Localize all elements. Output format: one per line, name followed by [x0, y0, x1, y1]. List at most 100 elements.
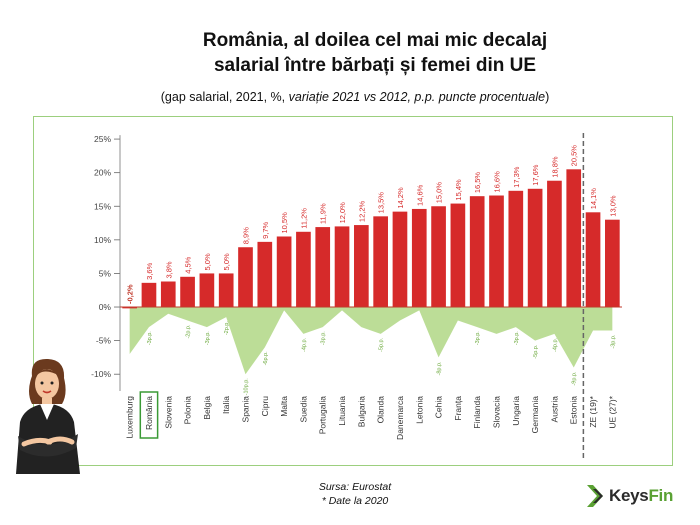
bar-Slovenia: [160, 281, 176, 308]
logo-text-main: Keys: [609, 486, 649, 505]
category-label: Malta: [279, 396, 289, 417]
value-label: 12,0%: [338, 202, 347, 224]
y-tick-label: 15%: [94, 201, 111, 211]
bar-Luxemburg: [122, 307, 137, 309]
title-line-1: România, al doilea cel mai mic decalaj: [202, 30, 548, 51]
bar-Germania: [527, 188, 543, 308]
y-tick-label: -10%: [91, 369, 111, 379]
bar-Ungaria: [508, 190, 524, 308]
value-label: 8,9%: [242, 227, 251, 244]
value-label: 15,4%: [454, 179, 463, 201]
value-label: 13,0%: [608, 195, 617, 217]
logo-text-accent: Fin: [648, 486, 674, 505]
category-label: Lituania: [337, 396, 347, 426]
chart-frame: [33, 116, 673, 466]
bar-Belgia: [199, 273, 215, 308]
value-label: -0,2%: [126, 284, 135, 304]
change-label: -2p.p.: [186, 324, 192, 339]
change-label: -10p.p.: [244, 378, 250, 396]
subtitle-plain: (gap salarial, 2021, %,: [160, 90, 289, 104]
bar-Olanda: [373, 216, 388, 308]
y-tick-label: 10%: [94, 235, 111, 245]
data-footnote: * Date la 2020: [321, 495, 389, 507]
category-label: Olanda: [376, 396, 386, 424]
value-label: 16,5%: [473, 172, 482, 194]
value-label: 12,2%: [357, 200, 366, 222]
chart-subtitle: (gap salarial, 2021, %, variație 2021 vs…: [60, 90, 650, 104]
change-label: -5p.p.: [379, 337, 385, 352]
value-label: 14,1%: [589, 188, 598, 210]
value-label: 16,6%: [493, 171, 502, 193]
businesswoman-illustration: [16, 358, 80, 474]
change-label: -4p.p.: [552, 337, 558, 352]
y-tick-label: 20%: [94, 168, 111, 178]
value-label: 5,0%: [203, 253, 212, 270]
value-label: 14,2%: [396, 187, 405, 209]
y-tick-label: 25%: [94, 134, 111, 144]
value-label: 3,6%: [145, 262, 154, 279]
value-label: 18,8%: [550, 156, 559, 178]
romania-highlight-box: [139, 391, 159, 439]
bar-Lituania: [334, 226, 350, 308]
category-label: Germania: [530, 396, 540, 434]
category-label: Portugalia: [318, 396, 328, 435]
value-label: 13,5%: [377, 192, 386, 214]
value-label: 20,5%: [570, 145, 579, 167]
y-tick-label: 0%: [99, 302, 112, 312]
category-label: Danemarca: [395, 396, 405, 440]
bar-UE (27)*: [605, 219, 620, 308]
change-label: -3p.p.: [514, 331, 520, 346]
keysfin-chevron-icon: [587, 485, 603, 507]
source-note: Sursa: Eurostat * Date la 2020: [290, 480, 420, 508]
y-tick-label: -5%: [96, 336, 112, 346]
change-label: -6p.p.: [263, 351, 269, 366]
source-text: Sursa: Eurostat: [318, 481, 392, 493]
category-label: Franța: [453, 396, 463, 421]
subtitle-italic: variație 2021 vs 2012, p.p. puncte proce…: [288, 90, 546, 104]
bar-Estonia: [566, 169, 582, 308]
category-label: Belgia: [202, 396, 212, 420]
bar-Bulgaria: [354, 225, 369, 308]
value-label: 9,7%: [261, 221, 270, 238]
change-label: -4p.p.: [301, 337, 307, 352]
category-label: UE (27)*: [607, 395, 617, 428]
change-label: -2p.p.: [224, 321, 230, 336]
change-label: -3p.p.: [205, 331, 211, 346]
change-label: -3p.p.: [610, 334, 616, 349]
title-line-2: salarial între bărbați și femei din UE: [213, 55, 537, 76]
category-label: Suedia: [298, 396, 308, 423]
value-label: 14,6%: [415, 184, 424, 206]
change-label: -9p.p.: [572, 371, 578, 386]
keysfin-logo: KeysFin: [585, 481, 685, 511]
category-label: Polonia: [183, 396, 193, 425]
bar-Italia: [218, 273, 234, 308]
change-label: -3p.p.: [321, 331, 327, 346]
change-label: -8p.p.: [437, 361, 443, 376]
bar-Spania: [238, 247, 253, 308]
value-label: 15,0%: [435, 182, 444, 204]
value-label: 10,5%: [280, 212, 289, 234]
category-label: Estonia: [569, 396, 579, 425]
category-label: Luxemburg: [125, 396, 135, 439]
bar-Cehia: [431, 206, 446, 308]
bar-Cipru: [257, 241, 273, 308]
bar-Letonia: [411, 208, 427, 308]
category-label: Cehia: [434, 396, 444, 418]
bar-Portugalia: [315, 227, 331, 308]
bar-Danemarca: [392, 211, 408, 308]
change-label: -3p.p.: [147, 331, 153, 346]
value-label: 3,8%: [164, 261, 173, 278]
value-label: 4,5%: [184, 256, 193, 273]
category-label: Letonia: [414, 396, 424, 424]
bar-Finlanda: [469, 196, 485, 308]
category-label: Spania: [241, 396, 251, 423]
change-area: [129, 307, 613, 375]
category-label: Bulgaria: [356, 396, 366, 427]
change-label: -5p.p.: [533, 344, 539, 359]
bar-România: [141, 282, 157, 308]
value-label: 11,2%: [299, 208, 308, 229]
bar-Malta: [276, 236, 292, 308]
bar-Slovacia: [489, 195, 504, 308]
category-label: Italia: [221, 396, 231, 414]
bar-Austria: [547, 180, 562, 308]
